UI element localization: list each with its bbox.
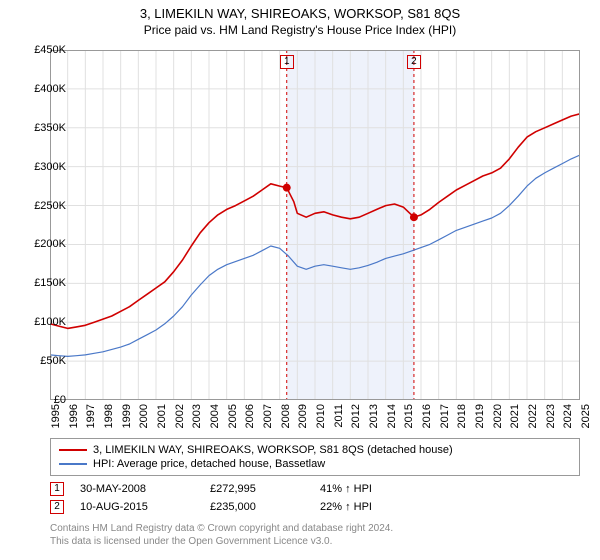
sale-marker-label: 2: [407, 55, 421, 69]
sale-marker-label: 1: [280, 55, 294, 69]
y-tick-label: £250K: [34, 200, 66, 212]
x-tick-label: 2006: [244, 404, 256, 428]
legend-swatch: [59, 463, 87, 465]
x-tick-label: 1998: [103, 404, 115, 428]
x-tick-label: 1999: [121, 404, 133, 428]
plot-area: [50, 50, 580, 400]
x-tick-label: 2021: [509, 404, 521, 428]
sale-price: £272,995: [210, 483, 320, 495]
sale-date: 30-MAY-2008: [80, 483, 210, 495]
legend-swatch: [59, 449, 87, 451]
x-tick-label: 1996: [68, 404, 80, 428]
y-tick-label: £350K: [34, 122, 66, 134]
y-tick-label: £100K: [34, 316, 66, 328]
chart-container: 3, LIMEKILN WAY, SHIREOAKS, WORKSOP, S81…: [0, 0, 600, 560]
x-tick-label: 2010: [315, 404, 327, 428]
x-tick-label: 1995: [50, 404, 62, 428]
y-tick-label: £450K: [34, 44, 66, 56]
x-tick-label: 2001: [156, 404, 168, 428]
legend-label: 3, LIMEKILN WAY, SHIREOAKS, WORKSOP, S81…: [93, 444, 453, 456]
sale-price: £235,000: [210, 501, 320, 513]
legend: 3, LIMEKILN WAY, SHIREOAKS, WORKSOP, S81…: [50, 438, 580, 476]
sale-marker: 1: [50, 482, 64, 496]
sale-marker: 2: [50, 500, 64, 514]
y-tick-label: £200K: [34, 238, 66, 250]
x-tick-label: 2019: [474, 404, 486, 428]
x-tick-label: 2009: [297, 404, 309, 428]
attribution: Contains HM Land Registry data © Crown c…: [50, 522, 393, 548]
y-tick-label: £400K: [34, 83, 66, 95]
legend-item: HPI: Average price, detached house, Bass…: [59, 457, 571, 471]
x-tick-label: 2003: [191, 404, 203, 428]
x-tick-label: 2004: [209, 404, 221, 428]
x-tick-label: 2014: [386, 404, 398, 428]
x-tick-label: 2023: [545, 404, 557, 428]
x-tick-label: 2025: [580, 404, 592, 428]
x-tick-label: 2017: [439, 404, 451, 428]
x-tick-label: 2016: [421, 404, 433, 428]
y-tick-label: £50K: [40, 355, 66, 367]
x-tick-label: 2015: [403, 404, 415, 428]
sales-table: 1 30-MAY-2008£272,99541% ↑ HPI 2 10-AUG-201…: [50, 480, 580, 516]
chart-title: 3, LIMEKILN WAY, SHIREOAKS, WORKSOP, S81…: [0, 0, 600, 21]
x-tick-label: 1997: [85, 404, 97, 428]
x-tick-label: 2012: [350, 404, 362, 428]
x-tick-label: 2005: [227, 404, 239, 428]
x-tick-label: 2008: [280, 404, 292, 428]
x-tick-label: 2002: [174, 404, 186, 428]
x-tick-label: 2022: [527, 404, 539, 428]
chart-subtitle: Price paid vs. HM Land Registry's House …: [0, 21, 600, 43]
sale-row: 2 10-AUG-2015£235,00022% ↑ HPI: [50, 498, 580, 516]
x-tick-label: 2000: [138, 404, 150, 428]
sale-pct: 41% ↑ HPI: [320, 483, 430, 495]
x-tick-label: 2020: [492, 404, 504, 428]
legend-label: HPI: Average price, detached house, Bass…: [93, 458, 325, 470]
x-tick-label: 2007: [262, 404, 274, 428]
attribution-line2: This data is licensed under the Open Gov…: [50, 535, 393, 548]
x-tick-label: 2013: [368, 404, 380, 428]
y-tick-label: £300K: [34, 161, 66, 173]
x-tick-label: 2024: [562, 404, 574, 428]
sale-row: 1 30-MAY-2008£272,99541% ↑ HPI: [50, 480, 580, 498]
attribution-line1: Contains HM Land Registry data © Crown c…: [50, 522, 393, 535]
plot-svg: [50, 50, 580, 400]
x-tick-label: 2011: [333, 404, 345, 428]
sale-pct: 22% ↑ HPI: [320, 501, 430, 513]
legend-item: 3, LIMEKILN WAY, SHIREOAKS, WORKSOP, S81…: [59, 443, 571, 457]
x-tick-label: 2018: [456, 404, 468, 428]
sale-date: 10-AUG-2015: [80, 501, 210, 513]
y-tick-label: £150K: [34, 277, 66, 289]
